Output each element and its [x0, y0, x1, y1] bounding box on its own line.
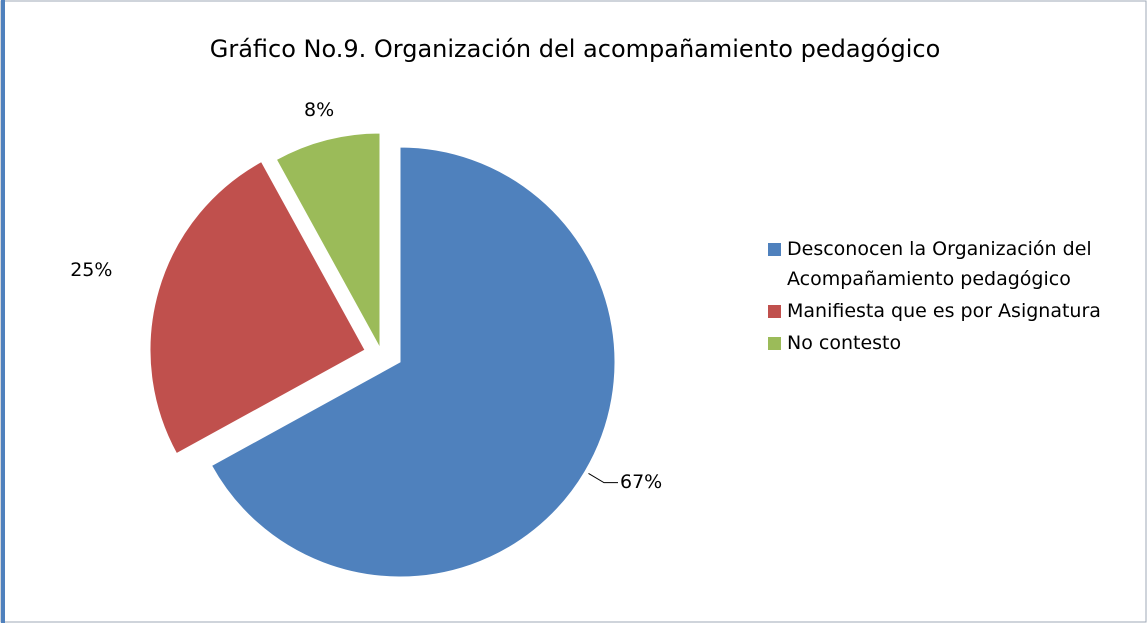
chart-title: Gráfico No.9. Organización del acompañam… [210, 35, 941, 63]
pie-slice [275, 132, 381, 349]
data-label: 8% [304, 99, 334, 121]
legend-label: Desconocen la Organización del Acompañam… [787, 238, 1092, 290]
leader-line [588, 473, 618, 484]
legend-item: Manifiesta que es por Asignatura [768, 296, 1138, 326]
data-label: 67% [620, 471, 662, 493]
legend: Desconocen la Organización del Acompañam… [768, 234, 1138, 360]
pie-slice [210, 146, 616, 578]
legend-item: No contesto [768, 328, 1138, 358]
legend-label: No contesto [787, 332, 902, 354]
legend-swatch [768, 337, 781, 350]
pie-slice [149, 160, 366, 455]
legend-swatch [768, 243, 781, 256]
data-label: 25% [70, 259, 112, 281]
legend-label: Manifiesta que es por Asignatura [787, 300, 1101, 322]
legend-swatch [768, 305, 781, 318]
legend-item: Desconocen la Organización del Acompañam… [768, 234, 1138, 294]
